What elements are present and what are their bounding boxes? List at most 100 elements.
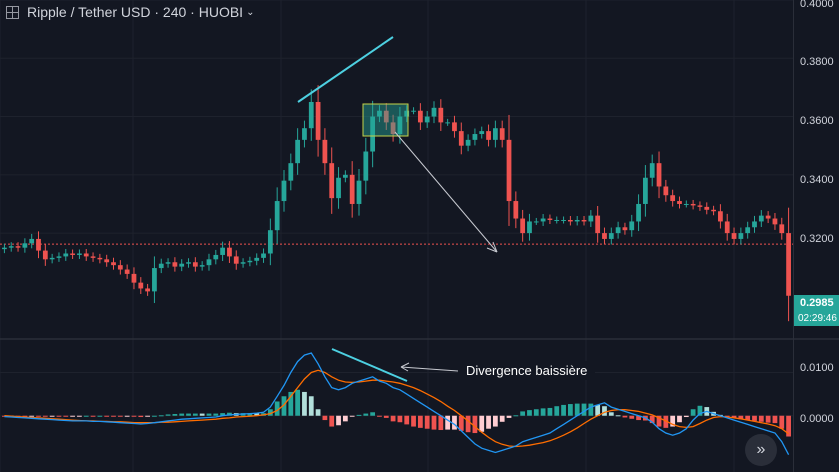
chart-header[interactable]: Ripple / Tether USD · 240 · HUOBI ⌄ (0, 0, 254, 24)
candle (165, 262, 171, 264)
candle (8, 246, 14, 248)
macd-histogram-bar (42, 415, 48, 417)
candle (308, 101, 314, 129)
arrow-head (486, 241, 498, 253)
macd-histogram-bar (145, 415, 150, 417)
candle (56, 256, 62, 258)
macd-histogram-bar (274, 401, 280, 416)
macd-histogram-bar (629, 415, 635, 419)
macd-histogram-bar (465, 415, 471, 433)
macd-histogram-bar (779, 415, 785, 429)
expand-icon[interactable] (6, 5, 19, 19)
macd-histogram-bar (581, 403, 587, 416)
candle (370, 116, 376, 152)
macd-histogram-bar (738, 415, 744, 420)
macd-histogram-bar (690, 409, 696, 416)
candle (2, 247, 7, 250)
candle (206, 259, 212, 266)
macd-histogram-bar (574, 403, 580, 416)
candle (233, 256, 239, 264)
macd-histogram-bar (254, 413, 260, 416)
candle (622, 227, 628, 231)
macd-histogram-bar (438, 415, 444, 431)
candle (561, 219, 566, 221)
macd-histogram-bar (288, 391, 294, 416)
macd-tick-label: 0.0000 (800, 413, 834, 425)
candle (615, 227, 621, 234)
macd-histogram-bar (417, 415, 423, 428)
candle (63, 253, 69, 257)
macd-histogram-bar (179, 413, 185, 416)
candle (363, 151, 369, 181)
macd-histogram-bar (152, 415, 157, 417)
price-tick-label: 0.3600 (800, 115, 834, 127)
candle (42, 250, 48, 260)
macd-histogram-bar (622, 415, 628, 418)
candle (397, 116, 403, 135)
macd-histogram-bar (267, 409, 273, 416)
candle (595, 215, 601, 234)
macd-histogram-bar (29, 415, 35, 417)
macd-histogram-bar (104, 415, 110, 417)
trendline-higher-high (297, 36, 394, 103)
candle (404, 110, 410, 117)
separator-dot: · (150, 4, 163, 20)
macd-histogram-bar (745, 415, 751, 421)
candle (152, 268, 157, 292)
candle (70, 253, 75, 255)
macd-histogram-bar (158, 415, 164, 417)
macd-histogram-bar (390, 415, 396, 422)
macd-histogram-bar (595, 404, 601, 416)
macd-histogram-bar (220, 413, 226, 416)
candle (192, 262, 198, 267)
candle (424, 116, 430, 123)
candle (302, 128, 307, 140)
macd-histogram-bar (670, 415, 676, 427)
macd-histogram-bar (70, 415, 75, 417)
candle (663, 186, 669, 196)
macd-histogram-bar (765, 415, 771, 423)
candle (608, 233, 614, 239)
interval-label: 240 (162, 4, 187, 20)
candle (513, 201, 519, 219)
macd-histogram-bar (63, 415, 69, 417)
candle (588, 215, 594, 222)
macd-histogram-bar (49, 415, 55, 417)
macd-histogram-bar (227, 412, 232, 416)
candle (356, 180, 362, 204)
macd-histogram-bar (83, 415, 89, 417)
candle (220, 247, 226, 255)
macd-histogram-bar (90, 415, 96, 417)
macd-histogram-bar (758, 415, 764, 422)
candle (117, 265, 123, 270)
macd-histogram-bar (527, 410, 532, 416)
macd-histogram-bar (315, 409, 321, 416)
candle (758, 215, 764, 222)
candle (438, 107, 444, 123)
macd-histogram-bar (247, 413, 253, 416)
macd-histogram-bar (588, 403, 594, 416)
candle (704, 206, 710, 210)
annotation-pointer (400, 366, 459, 372)
candle (752, 221, 757, 228)
annotation-pointer-head (400, 362, 410, 372)
candle (527, 221, 532, 234)
macd-histogram-bar (520, 411, 526, 416)
candle (731, 233, 737, 239)
candle (261, 253, 266, 258)
macd-histogram-bar (302, 391, 307, 416)
macd-histogram-bar (424, 415, 430, 429)
candle (506, 139, 512, 202)
macd-histogram-bar (77, 415, 82, 417)
macd-histogram-bar (308, 396, 314, 416)
candle (677, 201, 682, 204)
candle (322, 139, 328, 164)
price-tick-label: 0.3800 (800, 56, 834, 68)
candle (377, 110, 382, 117)
chevron-down-icon[interactable]: ⌄ (246, 6, 255, 18)
macd-histogram-bar (363, 413, 369, 416)
macd-histogram-bar (697, 405, 703, 416)
macd-histogram-bar (724, 415, 730, 417)
scroll-to-realtime-button[interactable]: » (745, 434, 777, 466)
